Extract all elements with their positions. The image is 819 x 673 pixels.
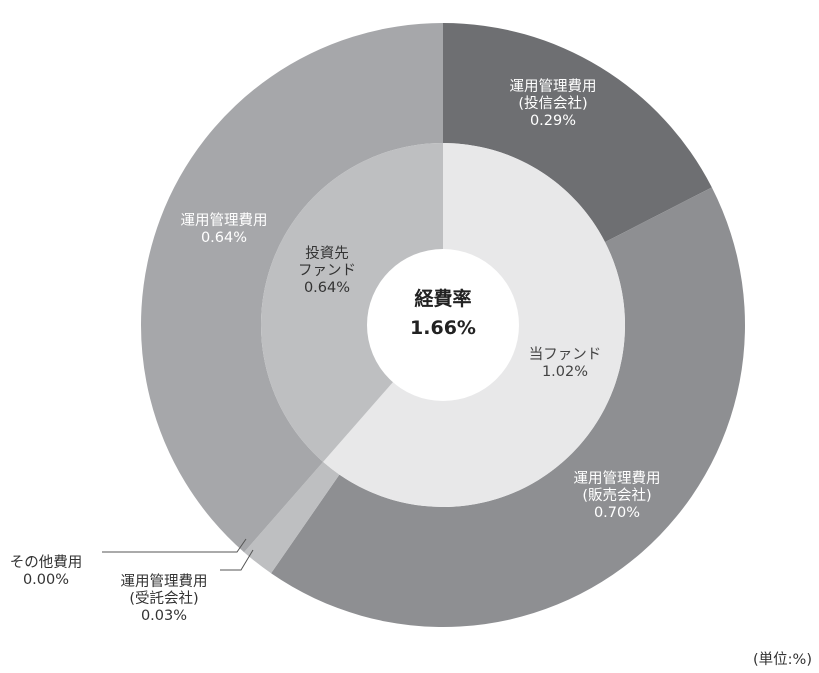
center-title: 経費率 <box>414 287 471 310</box>
outer-slice-label-2: 運用管理費用(受託会社) 0.03% <box>121 573 208 624</box>
leader-lines <box>102 538 254 571</box>
center-value: 1.66% <box>410 317 476 339</box>
inner-slice-label-0: 当ファンド 1.02% <box>529 346 602 380</box>
outer-slice-2 <box>244 461 340 574</box>
unit-note: (単位:%) <box>753 651 812 668</box>
outer-slice-label-0: 運用管理費用(投信会社) 0.29% <box>510 78 597 129</box>
inner-slice-label-1: 投資先ファンド 0.64% <box>298 245 356 296</box>
outer-slice-label-3: その他費用 0.00% <box>10 554 83 588</box>
outer-slice-label-4: 運用管理費用 0.64% <box>181 212 268 246</box>
outer-slice-1 <box>271 187 745 628</box>
leader-line-other <box>102 538 247 553</box>
outer-slice-4 <box>140 23 443 553</box>
inner-slice-1 <box>261 143 443 462</box>
leader-line-trustee <box>220 549 254 571</box>
outer-slice-0 <box>443 23 712 243</box>
slice-labels: 運用管理費用(投信会社) 0.29% 運用管理費用(販売会社) 0.70% 運用管理費用… <box>10 78 661 624</box>
center-hole <box>367 249 519 401</box>
outer-slice-label-1: 運用管理費用(販売会社) 0.70% <box>574 470 661 521</box>
outer-ring <box>140 23 745 628</box>
